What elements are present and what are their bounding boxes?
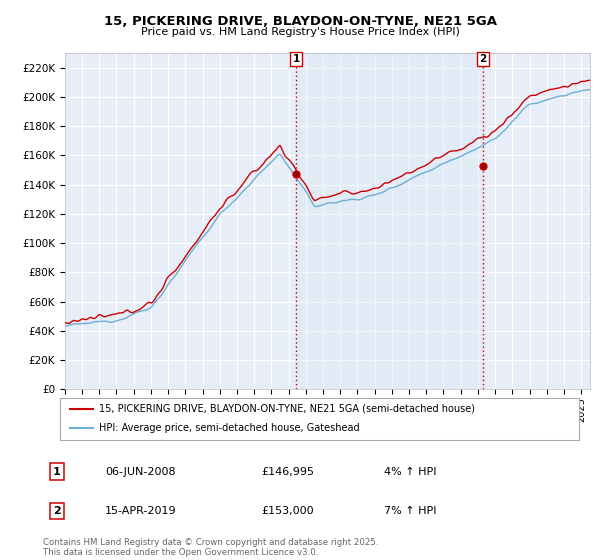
Text: 06-JUN-2008: 06-JUN-2008 [105,466,176,477]
Bar [296,53,483,389]
Text: 15, PICKERING DRIVE, BLAYDON-ON-TYNE, NE21 5GA (semi-detached house): 15, PICKERING DRIVE, BLAYDON-ON-TYNE, NE… [99,404,475,414]
Text: £153,000: £153,000 [261,506,314,516]
Text: HPI: Average price, semi-detached house, Gateshead: HPI: Average price, semi-detached house,… [99,423,359,433]
Text: Price paid vs. HM Land Registry's House Price Index (HPI): Price paid vs. HM Land Registry's House … [140,27,460,37]
Text: 1: 1 [53,466,61,477]
Text: 1: 1 [292,54,299,64]
Text: 2: 2 [53,506,61,516]
Text: 4% ↑ HPI: 4% ↑ HPI [384,466,437,477]
Text: 15-APR-2019: 15-APR-2019 [105,506,176,516]
Text: £146,995: £146,995 [261,466,314,477]
Text: 2: 2 [479,54,487,64]
Text: 7% ↑ HPI: 7% ↑ HPI [384,506,437,516]
Text: Contains HM Land Registry data © Crown copyright and database right 2025.
This d: Contains HM Land Registry data © Crown c… [43,538,379,557]
Text: 15, PICKERING DRIVE, BLAYDON-ON-TYNE, NE21 5GA: 15, PICKERING DRIVE, BLAYDON-ON-TYNE, NE… [104,15,497,27]
